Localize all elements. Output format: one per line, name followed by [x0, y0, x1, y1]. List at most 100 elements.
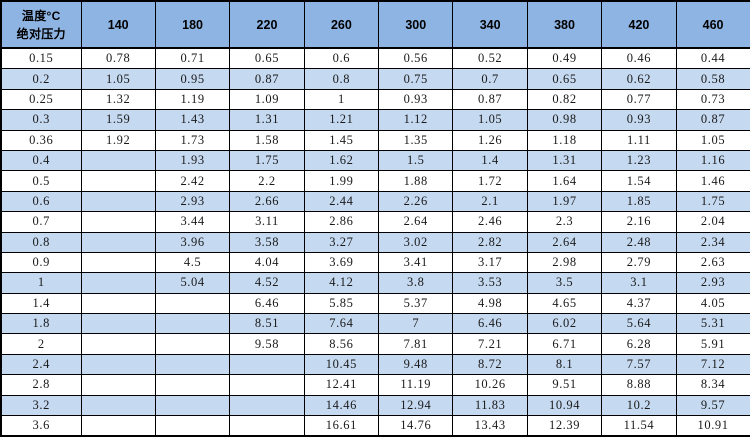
row-header-cell: 0.25 [0, 88, 82, 111]
data-cell: 1.75 [229, 149, 305, 172]
data-cell: 6.02 [526, 313, 603, 335]
table-row: 0.5 2.42 2.2 1.99 1.88 1.72 1.64 1.54 1.46 [0, 170, 750, 192]
column-header-3: 260 [303, 0, 380, 49]
data-cell: 0.87 [452, 88, 528, 111]
data-cell [80, 149, 156, 172]
data-cell: 9.51 [526, 374, 603, 396]
data-cell: 1.72 [452, 170, 528, 192]
data-cell: 4.37 [601, 292, 677, 315]
data-cell: 3.27 [303, 231, 380, 253]
data-cell: 4.52 [229, 272, 305, 294]
table-row: 0.15 0.78 0.71 0.65 0.6 0.56 0.52 0.49 0.46 0.44 [0, 47, 750, 70]
data-cell: 1.05 [80, 68, 156, 90]
data-cell: 2.79 [601, 251, 677, 274]
data-cell: 1.46 [675, 170, 750, 192]
data-cell: 1.05 [675, 129, 750, 151]
data-cell: 2.2 [229, 170, 305, 192]
data-cell: 8.56 [303, 333, 380, 355]
data-cell: 11.83 [452, 394, 528, 417]
table-row: 0.9 4.5 4.04 3.69 3.41 3.17 2.98 2.79 2.63 [0, 251, 750, 274]
data-cell: 1.62 [303, 149, 380, 172]
table-row: 0.4 1.93 1.75 1.62 1.5 1.4 1.31 1.23 1.16 [0, 149, 750, 172]
data-cell [80, 333, 156, 355]
data-cell: 2.66 [229, 190, 305, 213]
data-cell: 0.87 [675, 109, 750, 131]
data-cell: 0.65 [526, 68, 603, 90]
data-cell: 5.37 [378, 292, 454, 315]
data-cell: 2.98 [526, 251, 603, 274]
row-header-cell: 0.3 [0, 109, 82, 131]
row-header-cell: 0.4 [0, 149, 82, 172]
data-cell: 0.78 [80, 47, 156, 70]
header-row: 温度°C 绝对压力 140 180 220 260 300 340 380 42… [0, 0, 750, 49]
column-header-2: 220 [229, 0, 305, 49]
data-cell: 1.92 [80, 129, 156, 151]
data-cell: 10.2 [601, 394, 677, 417]
data-cell: 1.31 [229, 109, 305, 131]
data-cell: 7.57 [601, 353, 677, 376]
column-header-6: 380 [526, 0, 603, 49]
data-cell: 3.5 [526, 272, 603, 294]
data-cell: 3.1 [601, 272, 677, 294]
data-cell [80, 272, 156, 294]
table-row: 0.8 3.96 3.58 3.27 3.02 2.82 2.64 2.48 2.34 [0, 231, 750, 253]
data-cell [80, 394, 156, 417]
row-header-cell: 0.5 [0, 170, 82, 192]
table-row: 0.3 1.59 1.43 1.31 1.21 1.12 1.05 0.98 0.93 0.87 [0, 109, 750, 131]
column-header-5: 340 [452, 0, 528, 49]
data-cell: 7 [378, 313, 454, 335]
data-cell [80, 292, 156, 315]
table-row: 3.6 16.61 14.76 13.43 12.39 11.54 10.91 [0, 415, 750, 437]
data-cell: 1.16 [675, 149, 750, 172]
data-cell: 1.64 [526, 170, 603, 192]
data-cell: 1.11 [601, 129, 677, 151]
table-row: 0.6 2.93 2.66 2.44 2.26 2.1 1.97 1.85 1.75 [0, 190, 750, 213]
data-cell: 2.63 [675, 251, 750, 274]
data-cell: 3.58 [229, 231, 305, 253]
data-cell: 4.05 [675, 292, 750, 315]
table-row: 1.8 8.51 7.64 7 6.46 6.02 5.64 5.31 [0, 313, 750, 335]
data-cell: 12.41 [303, 374, 380, 396]
data-cell: 8.34 [675, 374, 750, 396]
data-cell: 1.58 [229, 129, 305, 151]
table-row: 1 5.04 4.52 4.12 3.8 3.53 3.5 3.1 2.93 [0, 272, 750, 294]
row-header-cell: 1 [0, 272, 82, 294]
table-row: 0.36 1.92 1.73 1.58 1.45 1.35 1.26 1.18 1.11 1.05 [0, 129, 750, 151]
data-cell: 2.16 [601, 211, 677, 233]
column-header-4: 300 [378, 0, 454, 49]
data-cell [80, 374, 156, 396]
data-cell: 1.75 [675, 190, 750, 213]
row-header-cell: 1.8 [0, 313, 82, 335]
data-cell: 2.82 [452, 231, 528, 253]
data-cell [154, 313, 231, 335]
row-header-cell: 0.9 [0, 251, 82, 274]
data-cell: 4.65 [526, 292, 603, 315]
data-cell: 3.96 [154, 231, 231, 253]
data-cell: 1.5 [378, 149, 454, 172]
data-cell [229, 394, 305, 417]
data-cell: 1.19 [154, 88, 231, 111]
data-cell: 0.6 [303, 47, 380, 70]
data-cell: 0.95 [154, 68, 231, 90]
data-cell [80, 211, 156, 233]
data-cell: 3.11 [229, 211, 305, 233]
header-absolute-pressure-label: 绝对压力 [16, 26, 66, 41]
row-header-cell: 2.4 [0, 353, 82, 376]
row-header-cell: 3.2 [0, 394, 82, 417]
data-cell: 14.46 [303, 394, 380, 417]
data-cell: 7.81 [378, 333, 454, 355]
column-header-7: 420 [601, 0, 677, 49]
data-cell: 2.1 [452, 190, 528, 213]
data-cell: 16.61 [303, 415, 380, 437]
data-cell: 0.62 [601, 68, 677, 90]
column-header-8: 460 [675, 0, 750, 49]
data-cell: 1.73 [154, 129, 231, 151]
data-cell: 12.94 [378, 394, 454, 417]
table-row: 0.25 1.32 1.19 1.09 1 0.93 0.87 0.82 0.77 0.73 [0, 88, 750, 111]
data-cell [229, 415, 305, 437]
data-cell: 8.51 [229, 313, 305, 335]
data-cell: 1.85 [601, 190, 677, 213]
data-cell: 2.64 [378, 211, 454, 233]
row-header-cell: 3.6 [0, 415, 82, 437]
data-cell: 0.65 [229, 47, 305, 70]
